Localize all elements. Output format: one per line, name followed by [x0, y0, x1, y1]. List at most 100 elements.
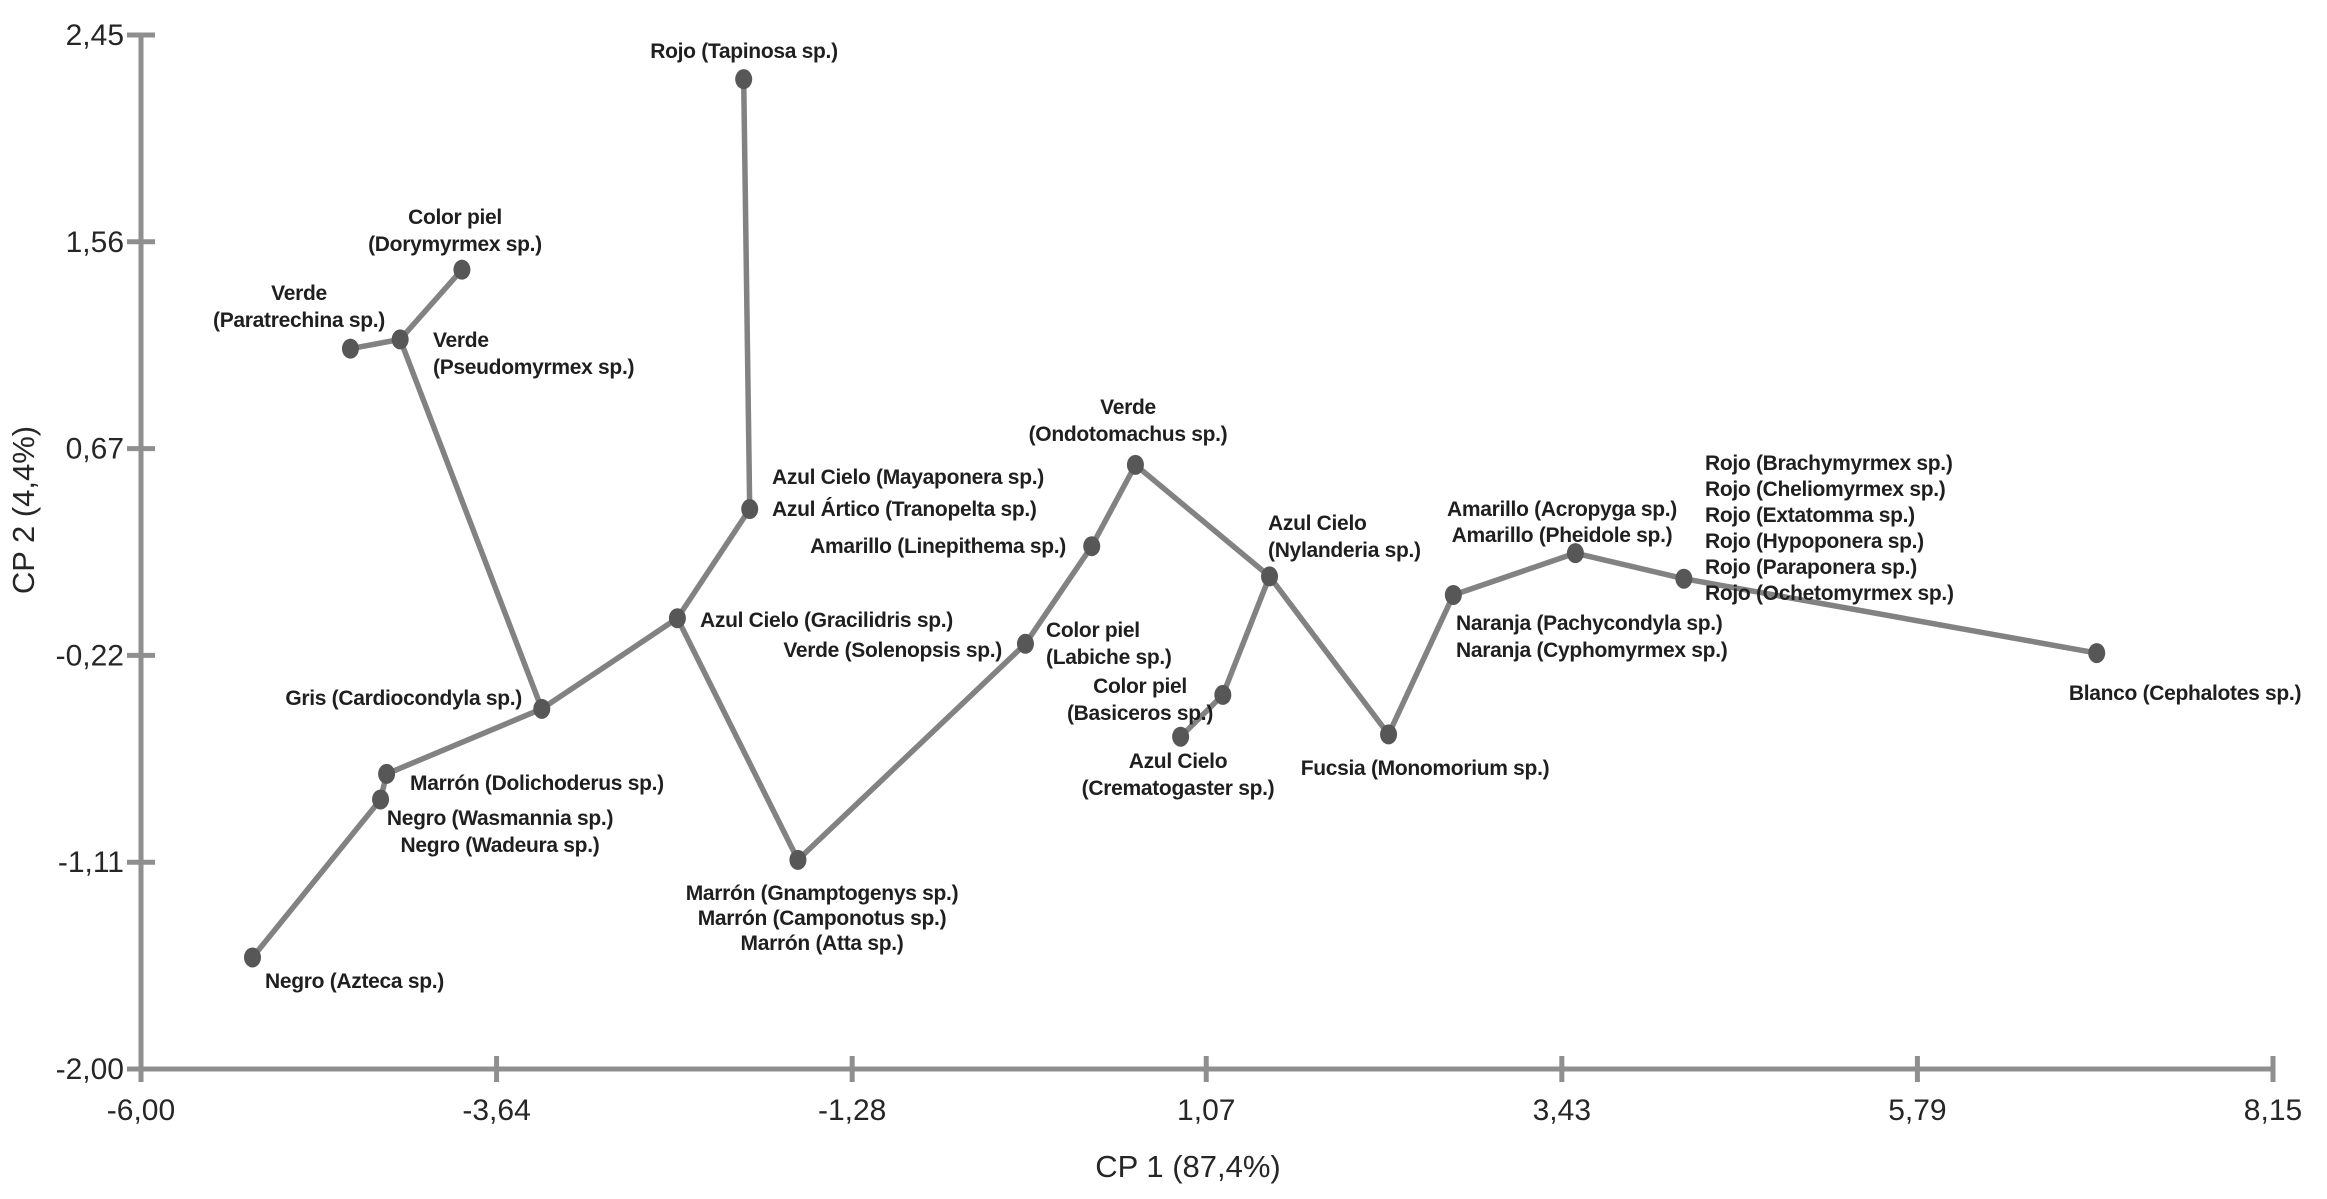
point-label-line: (Nylanderia sp.) [1268, 539, 1421, 562]
point-label-line: Rojo (Cheliomyrmex sp.) [1705, 478, 1945, 501]
point-label-line: (Crematogaster sp.) [1082, 777, 1275, 800]
point-label: Rojo (Brachymyrmex sp.) Rojo (Cheliomyrme… [1705, 452, 1954, 605]
data-point [1172, 726, 1190, 747]
y-tick-label: -2,00 [56, 1053, 124, 1086]
point-label-line: Color piel [408, 206, 502, 229]
edge-line [1088, 462, 1139, 549]
point-label-line: Amarillo (Acropyga sp.) [1447, 498, 1677, 521]
point-label: Azul Cielo (Gracilidris sp.) [700, 609, 953, 632]
data-point [735, 69, 753, 90]
point-label: Azul Cielo (Mayaponera sp.) Azul Ártico (… [772, 466, 1044, 521]
point-label: Verde (Pseudomyrmex sp.) [433, 329, 634, 379]
axes-layer: 2,45 1,56 0,67 -0,22 -1,11 -2,00 -6,00 -3,64 -1,… [56, 19, 2303, 1127]
edge-line [674, 506, 753, 621]
point-label-line: Azul Cielo (Gracilidris sp.) [700, 609, 953, 632]
point-label-line: Naranja (Cyphomyrmex sp.) [1456, 639, 1727, 662]
y-tick-label: -1,11 [58, 846, 124, 879]
point-label-line: Azul Cielo [1129, 750, 1228, 773]
data-point [1016, 633, 1034, 654]
point-label-line: Marrón (Gnamptogenys sp.) [686, 882, 959, 905]
point-label: Color piel (Basiceros sp.) [1067, 675, 1213, 725]
x-tick-label: 3,43 [1533, 1094, 1591, 1127]
data-point [1126, 454, 1144, 475]
data-point [1566, 543, 1584, 564]
point-label: Color piel (Dorymyrmex sp.) [368, 206, 542, 256]
point-label: Fucsia (Monomorium sp.) [1301, 757, 1550, 780]
point-label-line: Marrón (Dolichoderus sp.) [410, 772, 664, 795]
y-axis-title: CP 2 (4,4%) [6, 426, 41, 594]
point-label-line: Verde (Solenopsis sp.) [783, 639, 1002, 662]
y-tick-label: 1,56 [66, 226, 124, 259]
data-point [453, 259, 471, 280]
data-points-layer [243, 69, 2106, 968]
point-label-line: Fucsia (Monomorium sp.) [1301, 757, 1550, 780]
point-label-line: Marrón (Camponotus sp.) [698, 907, 947, 930]
point-label-line: Color piel [1093, 675, 1187, 698]
point-label-line: Azul Cielo [1268, 512, 1367, 535]
point-label-line: Rojo (Brachymyrmex sp.) [1705, 452, 1953, 475]
point-label-line: Rojo (Paraponera sp.) [1705, 556, 1917, 579]
point-label-line: (Pseudomyrmex sp.) [433, 356, 634, 379]
data-point [668, 608, 686, 629]
data-point [1444, 584, 1462, 605]
data-point [789, 849, 807, 870]
point-label: Verde (Paratrechina sp.) [213, 282, 385, 332]
point-label-line: (Dorymyrmex sp.) [368, 233, 542, 256]
edge-line [1266, 573, 1392, 738]
point-label-line: Azul Cielo (Mayaponera sp.) [772, 466, 1044, 489]
point-label: Azul Cielo (Crematogaster sp.) [1082, 750, 1275, 800]
point-label-line: Color piel [1046, 619, 1140, 642]
point-label-line: Azul Ártico (Tranopelta sp.) [772, 498, 1037, 521]
point-label: Verde (Solenopsis sp.) [783, 639, 1002, 662]
point-label-line: Verde [1100, 396, 1156, 419]
y-tick-label: 0,67 [66, 433, 124, 466]
point-label: Negro (Azteca sp.) [265, 970, 444, 993]
data-point [1380, 724, 1398, 745]
edge-line [1132, 462, 1273, 580]
point-label-line: (Labiche sp.) [1046, 646, 1172, 669]
point-label: Naranja (Pachycondyla sp.) Naranja (Cypho… [1456, 612, 1727, 662]
data-point [391, 329, 409, 350]
edge-line [1385, 592, 1457, 738]
point-label-line: Verde [433, 329, 489, 352]
point-label-line: Verde [271, 282, 327, 305]
point-label-line: Amarillo (Pheidole sp.) [1452, 524, 1673, 547]
data-point [741, 499, 759, 520]
point-labels-layer: Rojo (Tapinosa sp.) Color piel (Dorymyrmex… [213, 40, 2301, 993]
point-label: Marrón (Dolichoderus sp.) [410, 772, 664, 795]
x-tick-label: -6,00 [107, 1094, 175, 1127]
data-point [1675, 568, 1693, 589]
edge-line [397, 336, 545, 712]
edge-line [1022, 543, 1095, 647]
point-label: Gris (Cardiocondyla sp.) [285, 687, 522, 710]
point-label-line: (Basiceros sp.) [1067, 702, 1213, 725]
point-label: Negro (Wasmannia sp.) Negro (Wadeura sp.) [387, 807, 613, 857]
data-point [1083, 536, 1101, 557]
point-label-line: Rojo (Ochetomyrmex sp.) [1705, 582, 1954, 605]
edge-line [795, 641, 1029, 863]
edge-line [1220, 573, 1273, 698]
point-label-line: Gris (Cardiocondyla sp.) [285, 687, 522, 710]
x-tick-label: -3,64 [462, 1094, 530, 1127]
edge-line [1177, 692, 1226, 740]
data-point [1214, 684, 1232, 705]
data-point [341, 338, 359, 359]
edge-line [249, 796, 384, 961]
point-label: Amarillo (Linepithema sp.) [810, 535, 1066, 558]
y-tick-label: -0,22 [56, 639, 124, 672]
point-label: Marrón (Gnamptogenys sp.) Marrón (Campono… [686, 882, 959, 955]
point-label-line: (Paratrechina sp.) [213, 309, 385, 332]
point-label-line: (Ondotomachus sp.) [1029, 423, 1228, 446]
point-label-line: Naranja (Pachycondyla sp.) [1456, 612, 1722, 635]
point-label-line: Blanco (Cephalotes sp.) [2069, 682, 2301, 705]
point-label: Verde (Ondotomachus sp.) [1029, 396, 1228, 446]
x-tick-label: 1,07 [1177, 1094, 1235, 1127]
point-label-line: Negro (Wadeura sp.) [401, 834, 600, 857]
data-point [533, 698, 551, 719]
point-label: Rojo (Tapinosa sp.) [650, 40, 838, 63]
edge-line [383, 706, 545, 777]
point-label-line: Marrón (Atta sp.) [741, 932, 904, 955]
data-point [378, 763, 396, 784]
